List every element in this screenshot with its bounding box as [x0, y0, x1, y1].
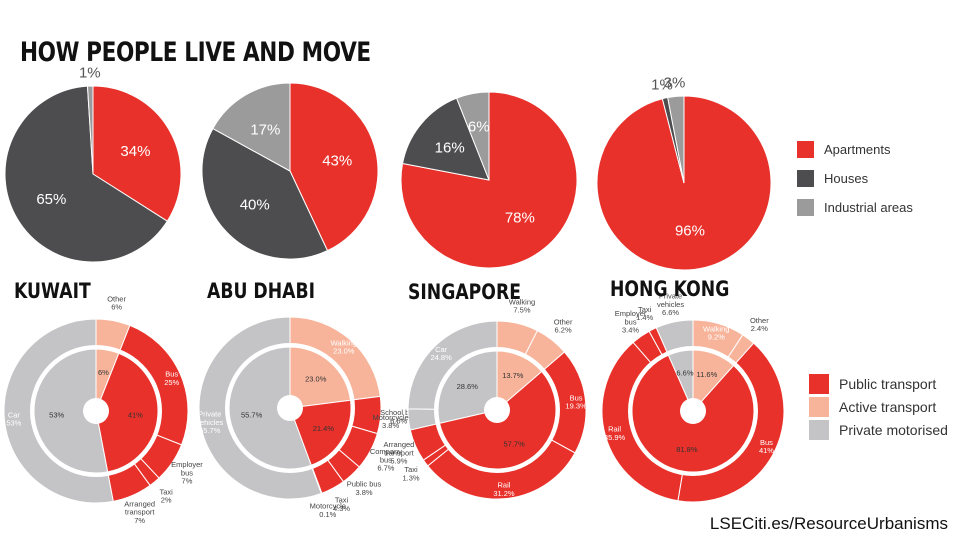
- inner-segment-active-transport: [289, 346, 352, 409]
- outer-segment-label: Walking 23.0%: [331, 338, 357, 355]
- inner-segment-label: 6%: [98, 368, 109, 377]
- legend-swatch: [797, 199, 814, 216]
- legend-item-active-transport: Active transport: [809, 395, 948, 418]
- donut-hole: [680, 398, 706, 424]
- pie-slice-industrial-areas: [455, 91, 490, 181]
- legend-label: Industrial areas: [824, 200, 913, 215]
- outer-segment-label: Taxi 1.4%: [636, 305, 653, 322]
- inner-segment-label: 57.7%: [504, 440, 526, 449]
- legend-item-apartments: Apartments: [797, 135, 913, 164]
- pie-slice-label: 3%: [664, 75, 686, 92]
- outer-segment-label: Taxi 1.3%: [402, 465, 419, 482]
- outer-segment-label: Employer bus 3.4%: [615, 309, 647, 335]
- donut-hole: [277, 395, 303, 421]
- pie-slice-label: 17%: [250, 122, 280, 139]
- outer-segment-label: Other 6%: [107, 294, 126, 311]
- pie-slice-label: 1%: [79, 64, 101, 81]
- pie-slice-label: 78%: [505, 210, 535, 227]
- legend-label: Private motorised: [839, 421, 948, 438]
- source-credit: LSECiti.es/ResourceUrbanisms: [709, 514, 948, 533]
- pie-slice-houses: [401, 97, 490, 181]
- outer-segment-label: Walking 9.2%: [703, 324, 729, 341]
- legend-label: Apartments: [824, 142, 891, 157]
- pie-slice-label: 96%: [675, 223, 705, 240]
- city-label-singapore: SINGAPORE: [408, 280, 521, 304]
- legend-swatch: [797, 170, 814, 187]
- pie-slice-label: 40%: [240, 196, 270, 213]
- inner-segment-private-motorised: [228, 346, 312, 470]
- pie-slice-industrial-areas: [86, 85, 94, 175]
- legend-swatch: [809, 373, 829, 394]
- pie-slice-houses: [4, 85, 168, 263]
- legend-item-houses: Houses: [797, 164, 913, 193]
- pie-slice-label: 1%: [651, 77, 673, 94]
- housing-legend: Apartments Houses Industrial areas: [797, 135, 913, 222]
- inner-segment-public-transport: [95, 352, 159, 473]
- legend-label: Active transport: [839, 398, 937, 415]
- inner-segment-label: 21.4%: [313, 424, 335, 433]
- legend-label: Public transport: [839, 375, 937, 392]
- outer-segment-label: Bus 41%: [759, 438, 774, 455]
- donut-hole: [484, 397, 510, 423]
- outer-segment-label: Bus 19.3%: [565, 393, 587, 410]
- donut-hole: [83, 398, 109, 424]
- outer-segment-label: Rail 35.9%: [604, 425, 626, 442]
- inner-segment-label: 11.6%: [697, 370, 718, 379]
- inner-segment-label: 28.6%: [457, 382, 479, 391]
- legend-swatch: [809, 396, 829, 417]
- page-title: HOW PEOPLE LIVE AND MOVE: [20, 37, 371, 68]
- outer-segment-label: Motorcycle 0.1%: [310, 502, 346, 519]
- outer-segment-label: Taxi 2%: [159, 487, 173, 504]
- pie-slice-label: 34%: [120, 143, 150, 160]
- inner-segment-label: 13.7%: [502, 371, 524, 380]
- inner-segment-label: 55.7%: [241, 411, 263, 420]
- outer-segment-label: Motorcycle 3.8%: [372, 413, 408, 430]
- legend-item-industrial-areas: Industrial areas: [797, 193, 913, 222]
- pie-slice-label: 65%: [36, 191, 66, 208]
- inner-segment-label: 23.0%: [305, 374, 327, 383]
- outer-segment-label: Arranged transport 5.9%: [384, 440, 415, 466]
- outer-segment-label: Other 2.4%: [750, 316, 769, 333]
- inner-segment-label: 81.8%: [676, 445, 698, 454]
- city-label-kuwait: KUWAIT: [14, 279, 91, 303]
- outer-segment-label: Taxi 4.3%: [333, 496, 350, 513]
- city-label-abu-dhabi: ABU DHABI: [207, 279, 315, 303]
- pie-slice-apartments: [289, 82, 379, 252]
- transport-legend: Public transport Active transport Privat…: [809, 372, 948, 441]
- outer-segment-label: Walking 7.5%: [509, 297, 535, 314]
- legend-swatch: [797, 141, 814, 158]
- outer-segment-label: Bus 25%: [164, 370, 179, 387]
- inner-segment-label: 53%: [49, 410, 64, 419]
- pie-slice-houses: [201, 127, 329, 260]
- pie-slice-industrial-areas: [667, 95, 685, 184]
- pie-slice-label: 6%: [468, 119, 490, 136]
- outer-segment-label: Private vehicles 55.7%: [196, 410, 223, 436]
- outer-segment-label: Arranged transport 7%: [124, 499, 155, 525]
- outer-segment-label: Company bus 6.7%: [370, 447, 402, 473]
- pie-slice-label: 43%: [322, 153, 352, 170]
- outer-segment-label: Car 53%: [6, 410, 21, 427]
- inner-segment-private-motorised: [33, 348, 109, 474]
- outer-segment-label: Car 24.8%: [430, 345, 452, 362]
- legend-item-private-motorised: Private motorised: [809, 418, 948, 441]
- outer-segment-label: Employer bus 7%: [171, 460, 203, 486]
- inner-segment-private-motorised: [667, 349, 694, 412]
- inner-segment-label: 41%: [128, 410, 143, 419]
- outer-segment-label: Public bus 3.8%: [347, 480, 382, 497]
- city-label-hong-kong: HONG KONG: [610, 277, 730, 301]
- inner-segment-private-motorised: [437, 350, 498, 424]
- outer-segment-label: Private vehicles 6.6%: [657, 292, 684, 318]
- outer-segment-label: School bus 6.6%: [380, 408, 417, 425]
- pie-slice-label: 16%: [435, 140, 465, 157]
- legend-label: Houses: [824, 171, 869, 186]
- outer-segment-label: Rail 31.2%: [493, 481, 515, 498]
- inner-segment-label: 6.6%: [676, 368, 693, 377]
- pie-slice-industrial-areas: [212, 82, 291, 172]
- legend-swatch: [809, 419, 829, 440]
- outer-segment-label: Other 6.2%: [554, 317, 573, 334]
- legend-item-public-transport: Public transport: [809, 372, 948, 395]
